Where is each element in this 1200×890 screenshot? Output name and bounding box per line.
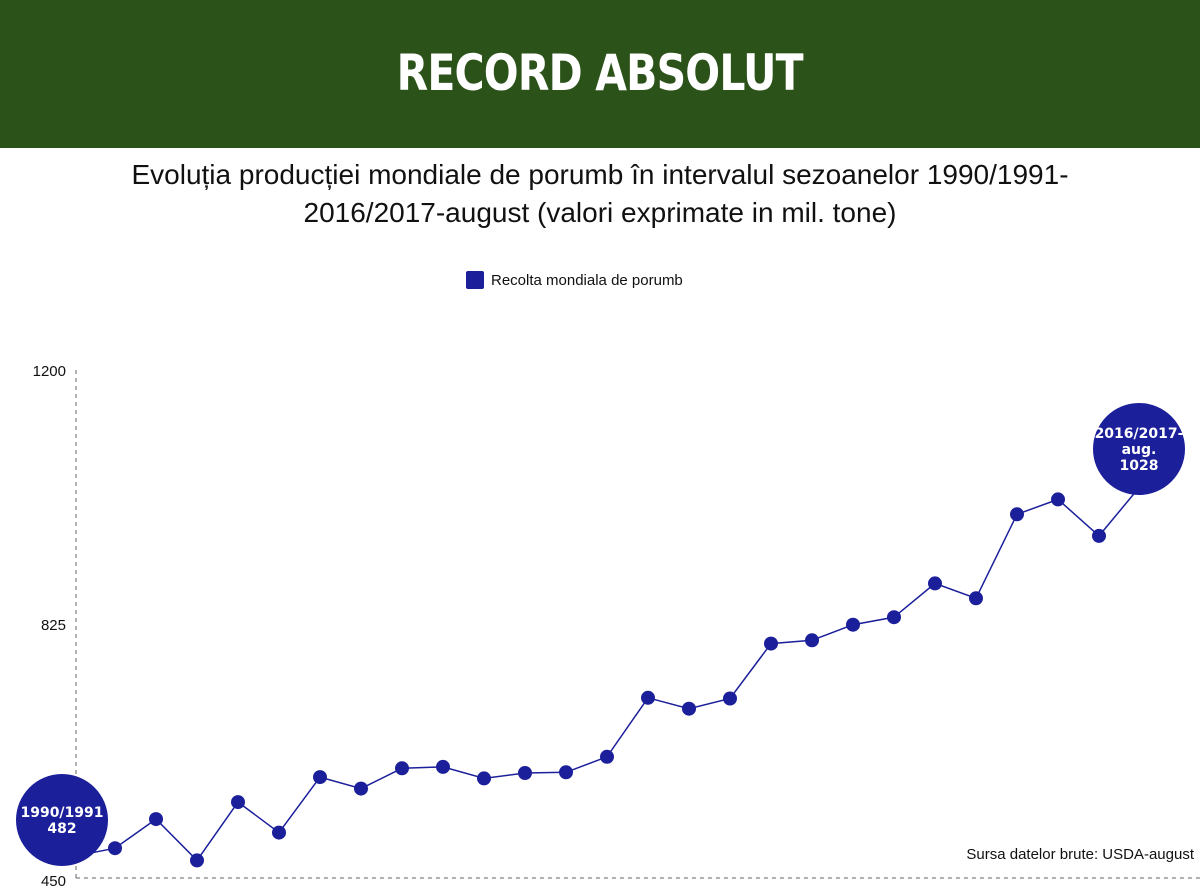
source-note: Sursa datelor brute: USDA-august [966, 846, 1194, 863]
legend: Recolta mondiala de porumb [466, 271, 683, 289]
data-point [846, 617, 860, 632]
legend-label: Recolta mondiala de porumb [491, 271, 683, 289]
data-point [723, 691, 737, 706]
data-point [395, 761, 409, 776]
header-banner: RECORD ABSOLUT [0, 0, 1200, 148]
data-point [436, 759, 450, 774]
data-point [477, 771, 491, 786]
annotation-last-label: 1028 [1120, 458, 1159, 474]
annotation-last: 2016/2017-aug.1028 [1093, 403, 1185, 495]
y-tick-label-mid: 825 [41, 617, 66, 634]
data-point [108, 841, 122, 856]
data-point [969, 591, 983, 606]
data-point [600, 749, 614, 764]
data-point [641, 690, 655, 705]
data-point [313, 770, 327, 785]
data-point [805, 633, 819, 648]
data-point [354, 781, 368, 796]
data-point [272, 825, 286, 840]
data-point [887, 610, 901, 625]
annotation-last-circle [1093, 403, 1185, 495]
chart-title-line1: Evoluția producției mondiale de porumb î… [131, 159, 1069, 190]
data-point [764, 636, 778, 651]
annotation-last-label: aug. [1122, 442, 1157, 458]
data-point [231, 795, 245, 810]
data-point [928, 576, 942, 591]
data-point [682, 701, 696, 716]
banner-title: RECORD ABSOLUT [396, 44, 804, 102]
data-point [518, 766, 532, 780]
data-point [1010, 507, 1024, 522]
annotation-first-label: 482 [47, 821, 76, 837]
data-point [149, 812, 163, 827]
chart-title: Evoluția producției mondiale de porumb î… [0, 156, 1200, 232]
annotation-last-label: 2016/2017- [1095, 426, 1184, 442]
data-point [1051, 492, 1065, 507]
data-point [1092, 528, 1106, 543]
legend-swatch [466, 271, 484, 289]
annotation-first-label: 1990/1991 [20, 805, 103, 821]
data-point [190, 853, 204, 868]
data-point [559, 765, 573, 780]
annotation-first-circle [16, 774, 108, 866]
y-tick-label-top: 1200 [33, 363, 66, 380]
chart-title-line2: 2016/2017-august (valori exprimate in mi… [303, 197, 897, 228]
data-points [108, 492, 1106, 868]
y-tick-label-bottom: 450 [41, 873, 66, 890]
